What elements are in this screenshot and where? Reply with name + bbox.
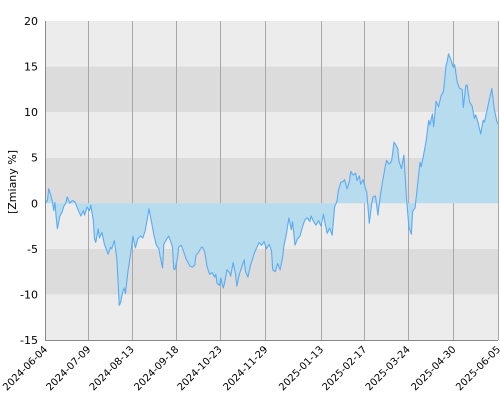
x-tick-label: 2025-06-05 [454,344,500,393]
background-band [45,294,498,340]
x-tick-label: 2025-03-24 [364,344,413,393]
x-tick-label: 2024-06-04 [1,344,50,393]
x-tick-label: 2024-08-13 [88,344,137,393]
x-tick-label: 2024-11-29 [222,344,271,393]
x-tick-label: 2024-09-18 [132,344,181,393]
background-band [45,66,498,113]
x-axis-ticks: 2024-06-042024-07-092024-08-132024-09-18… [1,344,500,393]
series-line [44,53,499,306]
y-tick-label: 10 [24,106,38,119]
background-band [45,112,498,158]
y-tick-label: -10 [20,288,38,301]
y-tick-label: -15 [20,334,38,347]
y-tick-label: 5 [31,152,38,165]
y-tick-label: 0 [31,197,38,210]
background-band [45,21,498,67]
x-tick-label: 2024-10-23 [176,344,225,393]
x-tick-label: 2024-07-09 [45,344,94,393]
y-axis-label: [Zmiany %] [6,150,19,214]
y-axis-ticks: -15 -10 -5 0 5 10 15 20 [20,15,38,347]
plot-area [44,53,499,306]
y-tick-label: 20 [24,15,38,28]
series-area [45,53,498,306]
x-tick-label: 2025-02-17 [321,344,370,393]
plot-frame [45,21,498,341]
x-tick-label: 2025-04-30 [410,344,459,393]
x-tick-label: 2025-01-13 [277,344,326,393]
y-tick-label: 15 [24,61,38,74]
y-tick-label: -5 [27,243,38,256]
